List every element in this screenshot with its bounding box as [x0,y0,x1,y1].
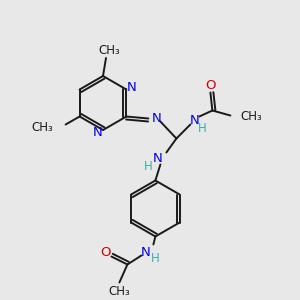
Text: CH₃: CH₃ [32,121,54,134]
Text: CH₃: CH₃ [109,285,130,298]
Text: H: H [151,252,160,265]
Text: N: N [140,246,150,259]
Text: CH₃: CH₃ [240,110,262,123]
Text: N: N [93,127,103,140]
Text: N: N [152,112,161,125]
Text: H: H [144,160,153,173]
Text: O: O [100,246,111,259]
Text: CH₃: CH₃ [98,44,120,58]
Text: H: H [198,122,207,135]
Text: N: N [190,114,199,127]
Text: N: N [152,152,162,165]
Text: O: O [205,79,216,92]
Text: N: N [127,81,136,94]
